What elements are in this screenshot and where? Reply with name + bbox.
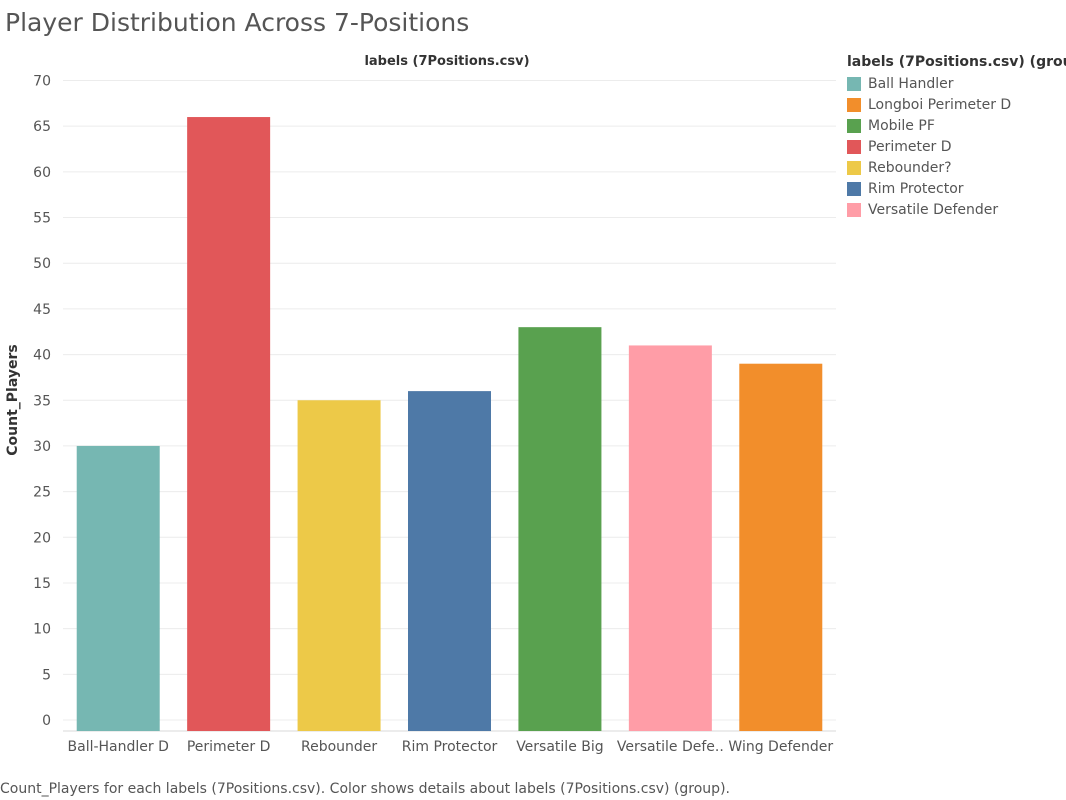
y-tick-label: 60 xyxy=(33,165,51,181)
legend-label: Longboi Perimeter D xyxy=(868,96,1012,113)
legend-item[interactable]: Versatile Defender xyxy=(847,199,1066,220)
legend-swatch xyxy=(847,181,861,196)
y-tick-label: 30 xyxy=(33,439,51,455)
column-header: labels (7Positions.csv) xyxy=(364,54,529,69)
legend-item[interactable]: Longboi Perimeter D xyxy=(847,94,1066,115)
y-tick-label: 65 xyxy=(33,119,51,135)
bar[interactable] xyxy=(187,117,271,732)
color-legend: labels (7Positions.csv) (group) Ball Han… xyxy=(847,54,1066,220)
legend-swatch xyxy=(847,202,861,217)
legend-swatch xyxy=(847,118,861,133)
legend-item[interactable]: Perimeter D xyxy=(847,136,1066,157)
y-tick-label: 40 xyxy=(33,348,51,364)
chart-title: Player Distribution Across 7-Positions xyxy=(5,8,470,37)
legend-item[interactable]: Rim Protector xyxy=(847,178,1066,199)
y-tick-label: 70 xyxy=(33,74,51,90)
legend-label: Rim Protector xyxy=(868,180,964,197)
bar[interactable] xyxy=(628,345,712,731)
x-category-label: Wing Defender xyxy=(728,739,833,755)
x-category-label: Perimeter D xyxy=(187,739,271,755)
y-tick-label: 50 xyxy=(33,256,51,272)
legend-label: Perimeter D xyxy=(868,138,952,155)
legend-title: labels (7Positions.csv) (group) xyxy=(847,54,1066,70)
y-tick-label: 10 xyxy=(33,622,51,638)
legend-swatch xyxy=(847,76,861,91)
legend-label: Ball Handler xyxy=(868,75,954,92)
legend-item[interactable]: Rebounder? xyxy=(847,157,1066,178)
y-tick-label: 0 xyxy=(42,713,51,729)
legend-swatch xyxy=(847,97,861,112)
y-tick-label: 15 xyxy=(33,576,51,592)
legend-swatch xyxy=(847,160,861,175)
x-category-label: Versatile Defe.. xyxy=(617,739,724,755)
legend-item[interactable]: Mobile PF xyxy=(847,115,1066,136)
legend-item[interactable]: Ball Handler xyxy=(847,73,1066,94)
bar[interactable] xyxy=(297,400,381,731)
x-category-label: Ball-Handler D xyxy=(68,739,169,755)
legend-label: Versatile Defender xyxy=(868,201,999,218)
bar[interactable] xyxy=(739,363,823,731)
legend-swatch xyxy=(847,139,861,154)
y-tick-label: 25 xyxy=(33,485,51,501)
y-tick-label: 45 xyxy=(33,302,51,318)
chart-caption: Count_Players for each labels (7Position… xyxy=(0,781,730,797)
x-category-label: Versatile Big xyxy=(516,739,603,755)
y-axis-label: Count_Players xyxy=(5,344,21,455)
bar[interactable] xyxy=(518,327,602,731)
legend-label: Mobile PF xyxy=(868,117,935,134)
legend-label: Rebounder? xyxy=(868,159,952,176)
bar[interactable] xyxy=(408,391,491,731)
bar[interactable] xyxy=(76,445,160,731)
y-tick-label: 35 xyxy=(33,393,51,409)
y-tick-label: 20 xyxy=(33,530,51,546)
x-category-label: Rim Protector xyxy=(402,739,498,755)
y-tick-label: 55 xyxy=(33,211,51,227)
x-category-label: Rebounder xyxy=(301,739,377,755)
y-tick-label: 5 xyxy=(42,667,51,683)
